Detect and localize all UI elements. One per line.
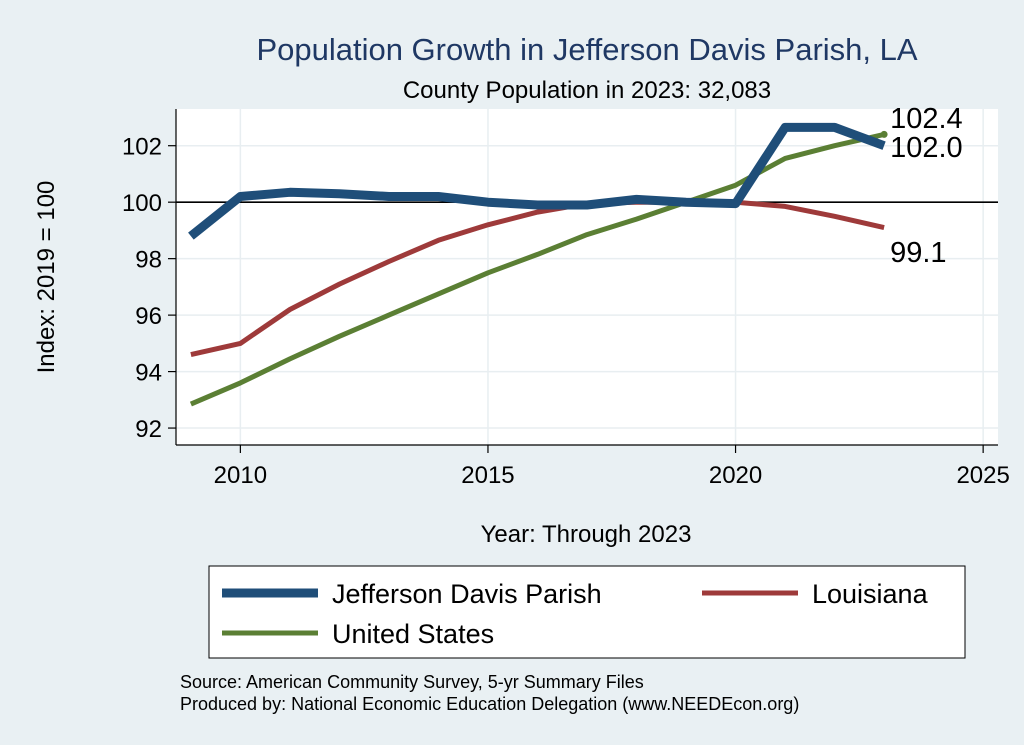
x-tick-label-2015: 2015 <box>461 462 514 489</box>
x-axis-title: Year: Through 2023 <box>481 521 692 548</box>
y-tick-label-96: 96 <box>135 303 162 330</box>
end-label-louisiana: 99.1 <box>890 237 946 269</box>
x-tick-label-2020: 2020 <box>709 462 762 489</box>
y-tick-label-100: 100 <box>122 190 162 217</box>
series-line-louisiana <box>190 199 885 358</box>
chart-title: Population Growth in Jefferson Davis Par… <box>256 32 917 67</box>
legend-label-jefferson-davis-parish: Jefferson Davis Parish <box>332 579 602 609</box>
legend-box <box>208 565 966 659</box>
x-tick-label-2010: 2010 <box>214 462 267 489</box>
source-note: Source: American Community Survey, 5-yr … <box>180 672 644 692</box>
legend-label-louisiana: Louisiana <box>812 579 929 609</box>
legend: Jefferson Davis Parish Louisiana United St… <box>222 579 929 649</box>
series-lines <box>188 122 888 407</box>
producer-note: Produced by: National Economic Education… <box>180 694 799 714</box>
legend-label-united-states: United States <box>332 619 494 649</box>
plot-area <box>176 109 998 445</box>
end-label-jefferson-davis-parish: 102.0 <box>890 132 963 164</box>
series-line-united-states <box>189 131 885 407</box>
series-end-marker-united-states <box>880 130 888 138</box>
y-ticks: 92 94 96 98 100 102 <box>122 134 176 443</box>
y-tick-label-94: 94 <box>135 360 162 387</box>
y-tick-label-98: 98 <box>135 247 162 274</box>
end-label-united-states: 102.4 <box>890 103 963 135</box>
axes <box>175 109 998 446</box>
series-line-jefferson-davis-parish <box>188 122 886 240</box>
x-tick-label-2025: 2025 <box>956 462 1009 489</box>
x-ticks: 2010 2015 2020 2025 <box>214 445 1010 489</box>
y-tick-label-102: 102 <box>122 134 162 161</box>
y-tick-label-92: 92 <box>135 416 162 443</box>
y-axis-title: Index: 2019 = 100 <box>33 181 60 374</box>
chart-subtitle: County Population in 2023: 32,083 <box>403 77 771 104</box>
